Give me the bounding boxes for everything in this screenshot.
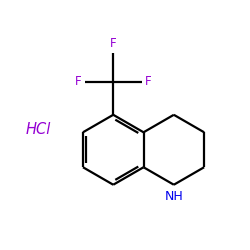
Text: NH: NH	[164, 190, 183, 203]
Text: F: F	[145, 75, 152, 88]
Text: F: F	[75, 75, 81, 88]
Text: HCl: HCl	[26, 122, 51, 138]
Text: F: F	[110, 37, 116, 50]
